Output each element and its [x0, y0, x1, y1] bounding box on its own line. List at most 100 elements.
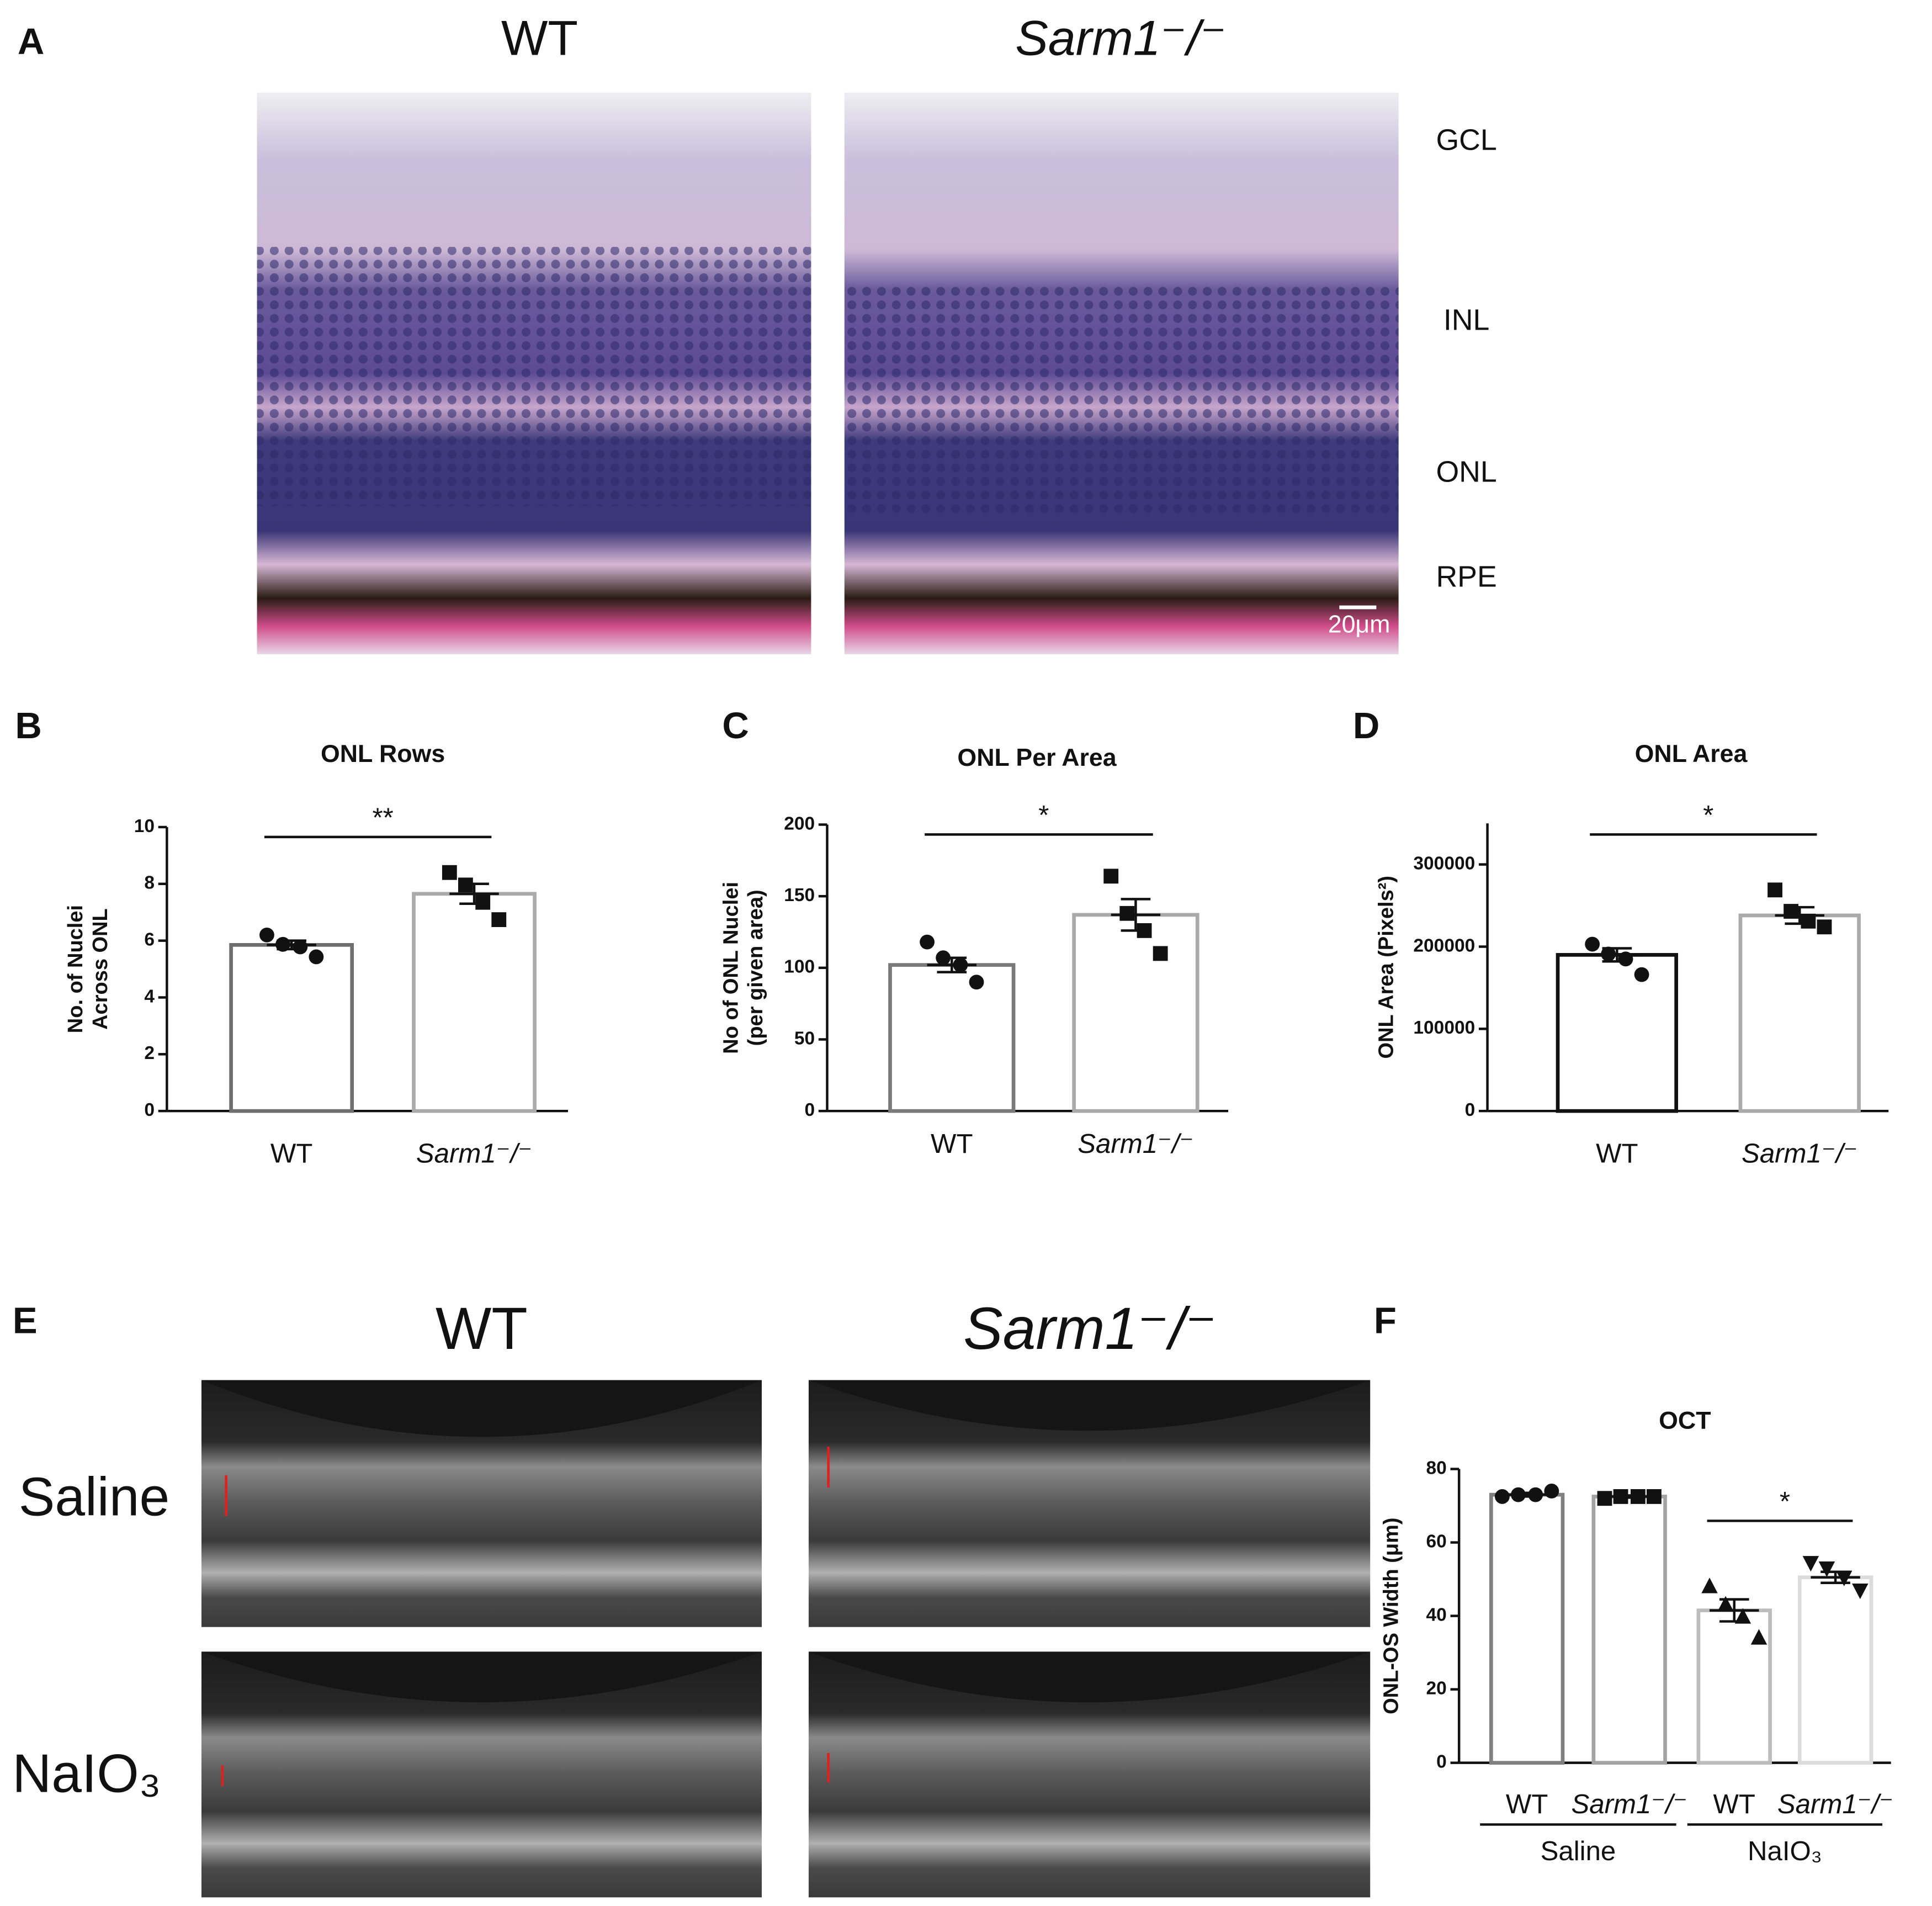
panel-letter: B	[15, 705, 41, 746]
layer-label: GCL	[1436, 123, 1496, 156]
data-point	[1818, 1561, 1835, 1577]
data-point	[1768, 882, 1782, 898]
data-point	[259, 927, 274, 943]
group-label: NaIO₃	[1748, 1836, 1822, 1866]
panel-letter: A	[18, 21, 44, 62]
y-tick-label: 0	[144, 1100, 155, 1120]
y-tick-label: 200000	[1413, 935, 1475, 956]
bar	[412, 892, 537, 1113]
data-point	[491, 912, 507, 928]
column-header: WT	[436, 1295, 528, 1362]
layer-label: RPE	[1436, 560, 1496, 594]
x-tick-label: WT	[1506, 1789, 1548, 1819]
data-point	[969, 975, 984, 990]
x-tick-label: Sarm1⁻/⁻	[1572, 1789, 1687, 1819]
data-point	[1817, 919, 1832, 935]
chart-title: ONL Area	[1635, 740, 1748, 767]
oct-vitreous	[201, 1651, 762, 1703]
data-point	[442, 865, 457, 880]
row-label: Saline	[19, 1466, 169, 1527]
x-tick-label: Sarm1⁻/⁻	[1777, 1789, 1893, 1819]
significance-label: *	[1038, 800, 1049, 830]
y-tick-label: 4	[144, 986, 155, 1007]
x-tick-label: WT	[1596, 1139, 1638, 1169]
x-tick-label: Sarm1⁻/⁻	[1078, 1129, 1193, 1159]
bar	[1556, 953, 1679, 1113]
data-point	[1103, 869, 1119, 884]
y-tick-label: 50	[794, 1028, 815, 1049]
data-point	[1544, 1484, 1559, 1499]
data-point	[475, 894, 491, 910]
scale-label: 20μm	[1328, 611, 1390, 638]
nuclei-texture	[257, 247, 811, 506]
column-header: Sarm1⁻/⁻	[1015, 10, 1227, 66]
y-tick-label: 8	[144, 873, 155, 893]
oct-images	[201, 1380, 1371, 1898]
group-label: Saline	[1541, 1836, 1616, 1866]
x-tick-label: WT	[931, 1129, 973, 1159]
y-axis-label: (per given area)	[744, 890, 767, 1046]
bar	[229, 943, 354, 1113]
x-tick-label: Sarm1⁻/⁻	[1742, 1139, 1857, 1169]
oct-vitreous	[808, 1651, 1371, 1703]
y-tick-label: 0	[804, 1100, 815, 1120]
bar	[1591, 1495, 1667, 1765]
data-point	[293, 939, 308, 955]
data-point	[1750, 1629, 1768, 1645]
data-point	[1701, 1577, 1718, 1593]
y-tick-label: 100000	[1413, 1018, 1475, 1038]
y-tick-label: 60	[1426, 1531, 1447, 1552]
y-tick-label: 80	[1426, 1458, 1447, 1478]
data-point	[1802, 1556, 1819, 1572]
data-point	[1153, 946, 1168, 961]
panel-letter: D	[1353, 705, 1379, 746]
data-point	[1734, 1608, 1751, 1624]
chart-title: OCT	[1659, 1407, 1711, 1434]
column-header: WT	[501, 10, 578, 66]
chart-title: ONL Per Area	[957, 744, 1117, 771]
y-tick-label: 20	[1426, 1678, 1447, 1698]
y-tick-label: 40	[1426, 1605, 1447, 1625]
significance-label: *	[1703, 800, 1713, 830]
row-label: NaIO₃	[12, 1743, 161, 1803]
panel-letter: E	[13, 1300, 38, 1341]
y-tick-label: 2	[144, 1043, 155, 1063]
data-point	[920, 934, 935, 950]
y-axis-label: No. of Nuclei	[64, 905, 87, 1033]
bar	[1797, 1575, 1873, 1765]
x-tick-label: WT	[1713, 1789, 1755, 1819]
x-tick-label: Sarm1⁻/⁻	[416, 1139, 532, 1169]
chart-title: ONL Rows	[321, 740, 445, 767]
layer-label: INL	[1443, 304, 1489, 337]
y-axis-label: ONL Area (Pixels²)	[1375, 876, 1398, 1059]
bar	[1738, 913, 1861, 1113]
panel-letter: F	[1374, 1300, 1397, 1341]
data-point	[1597, 1491, 1612, 1506]
significance-label: *	[1780, 1486, 1790, 1517]
data-point	[1119, 906, 1135, 921]
column-header: Sarm1⁻/⁻	[963, 1295, 1217, 1362]
y-tick-label: 0	[1436, 1752, 1447, 1772]
y-tick-label: 0	[1465, 1100, 1475, 1120]
bar	[1072, 913, 1199, 1113]
data-point	[1495, 1489, 1510, 1504]
y-axis-label: Across ONL	[89, 908, 112, 1030]
x-tick-label: WT	[270, 1139, 312, 1169]
oct-vitreous	[201, 1380, 762, 1437]
bar	[888, 963, 1016, 1113]
y-tick-label: 200	[784, 813, 815, 834]
data-point	[309, 949, 324, 965]
oct-vitreous	[808, 1380, 1371, 1431]
panel-letter: C	[722, 705, 749, 746]
y-tick-label: 100	[784, 957, 815, 977]
data-point	[1717, 1596, 1734, 1612]
y-tick-label: 10	[134, 816, 155, 836]
nuclei-texture	[844, 286, 1399, 515]
y-tick-label: 150	[784, 885, 815, 906]
data-point	[1585, 936, 1600, 952]
bar	[1489, 1492, 1565, 1765]
y-tick-label: 300000	[1413, 854, 1475, 874]
data-point	[1852, 1583, 1869, 1600]
layer-label: ONL	[1436, 456, 1496, 489]
